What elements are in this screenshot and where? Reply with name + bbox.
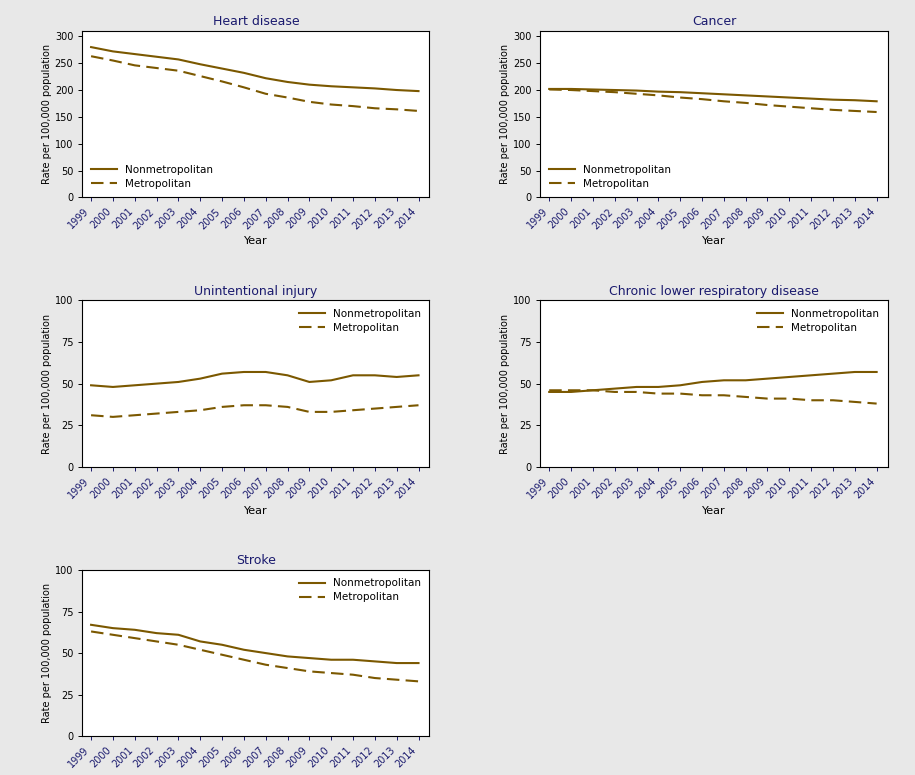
Legend: Nonmetropolitan, Metropolitan: Nonmetropolitan, Metropolitan xyxy=(754,305,882,336)
Title: Heart disease: Heart disease xyxy=(212,16,299,29)
Title: Cancer: Cancer xyxy=(692,16,737,29)
Y-axis label: Rate per 100,000 population: Rate per 100,000 population xyxy=(42,583,52,723)
Y-axis label: Rate per 100,000 population: Rate per 100,000 population xyxy=(42,44,52,184)
Title: Chronic lower respiratory disease: Chronic lower respiratory disease xyxy=(609,285,819,298)
Title: Unintentional injury: Unintentional injury xyxy=(194,285,318,298)
X-axis label: Year: Year xyxy=(702,236,726,246)
Legend: Nonmetropolitan, Metropolitan: Nonmetropolitan, Metropolitan xyxy=(296,305,425,336)
Y-axis label: Rate per 100,000 population: Rate per 100,000 population xyxy=(501,44,510,184)
Legend: Nonmetropolitan, Metropolitan: Nonmetropolitan, Metropolitan xyxy=(545,162,674,192)
Title: Stroke: Stroke xyxy=(236,554,275,567)
Y-axis label: Rate per 100,000 population: Rate per 100,000 population xyxy=(501,314,511,453)
Y-axis label: Rate per 100,000 population: Rate per 100,000 population xyxy=(42,314,52,453)
Legend: Nonmetropolitan, Metropolitan: Nonmetropolitan, Metropolitan xyxy=(88,162,216,192)
Legend: Nonmetropolitan, Metropolitan: Nonmetropolitan, Metropolitan xyxy=(296,575,425,605)
X-axis label: Year: Year xyxy=(244,506,268,516)
X-axis label: Year: Year xyxy=(244,236,268,246)
X-axis label: Year: Year xyxy=(702,506,726,516)
